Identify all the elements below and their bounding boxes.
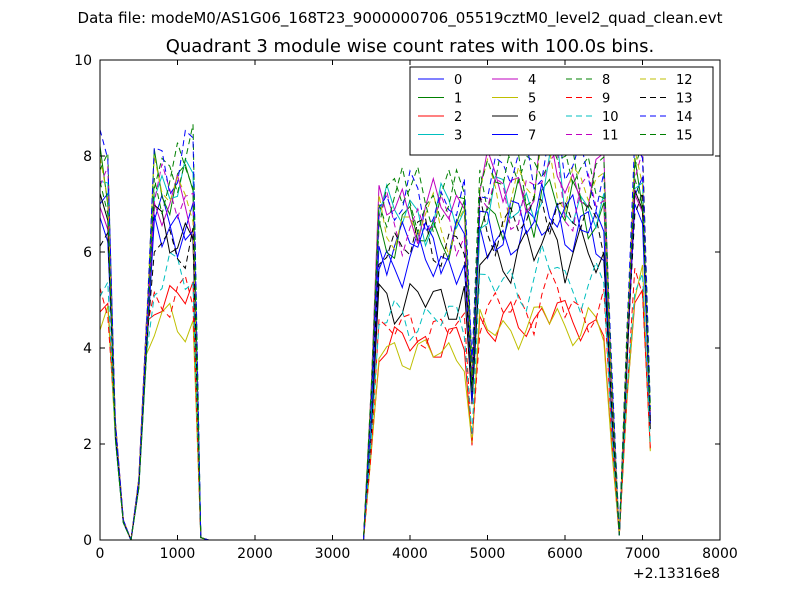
x-tick-label: 6000 [547,546,583,562]
x-tick-label: 4000 [392,546,428,562]
legend-box [409,66,714,156]
legend-label-11: 11 [602,129,619,144]
legend-label-6: 6 [528,110,536,125]
x-tick-label: 2000 [237,546,273,562]
legend-label-13: 13 [676,92,693,107]
legend-label-1: 1 [454,92,462,107]
x-offset-label: +2.13316e8 [633,566,720,582]
x-tick-label: 5000 [470,546,506,562]
y-tick-label: 6 [83,245,92,261]
legend-label-2: 2 [454,110,462,125]
x-tick-label: 0 [96,546,105,562]
series-line-4 [100,120,651,540]
series-lines [100,108,651,540]
legend-label-9: 9 [602,92,610,107]
series-line-6 [100,189,651,540]
series-line-14 [100,119,651,540]
legend-label-12: 12 [676,73,693,88]
x-tick-label: 1000 [160,546,196,562]
series-line-13 [100,192,651,540]
legend-label-5: 5 [528,92,536,107]
series-line-11 [100,149,651,540]
series-line-5 [100,264,651,540]
x-tick-label: 7000 [625,546,661,562]
y-tick-label: 2 [83,437,92,453]
chart-title: Quadrant 3 module wise count rates with … [165,36,655,57]
legend-label-3: 3 [454,129,462,144]
legend-label-0: 0 [454,73,462,88]
y-tick-label: 8 [83,149,92,165]
figure-suptitle: Data file: modeM0/AS1G06_168T23_90000007… [77,9,723,27]
legend-label-14: 14 [676,110,693,125]
legend-label-15: 15 [676,129,693,144]
y-tick-label: 4 [83,341,92,357]
y-tick-label: 0 [83,533,92,549]
x-tick-label: 8000 [702,546,738,562]
legend-label-4: 4 [528,73,536,88]
legend-label-7: 7 [528,129,536,144]
series-line-15 [100,127,651,540]
series-line-7 [100,183,651,540]
legend-label-8: 8 [602,73,610,88]
legend-label-10: 10 [602,110,619,125]
y-tick-label: 10 [74,53,92,69]
x-tick-label: 3000 [315,546,351,562]
series-line-10 [100,242,651,540]
series-line-9 [100,267,651,540]
